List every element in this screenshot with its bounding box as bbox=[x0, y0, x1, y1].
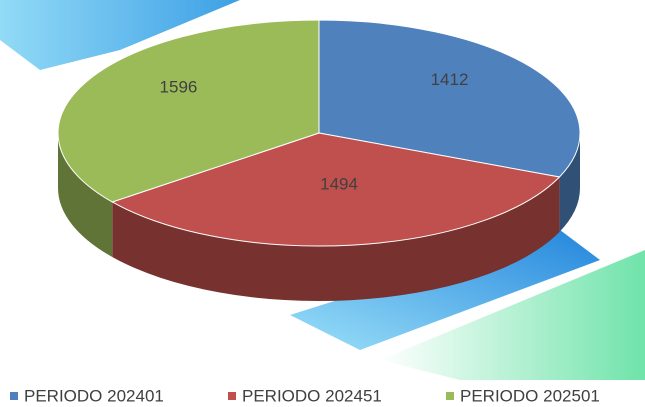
background-decoration bbox=[0, 0, 645, 380]
slice bbox=[111, 132, 561, 247]
legend-marker bbox=[228, 392, 236, 400]
data-label: 1412 bbox=[431, 70, 469, 89]
pie: 1412 1494 1596 bbox=[57, 19, 581, 301]
slice-side bbox=[112, 176, 560, 301]
legend-label: PERIODO 202501 bbox=[460, 386, 600, 405]
legend-label: PERIODO 202401 bbox=[24, 386, 164, 405]
slice bbox=[57, 19, 320, 203]
data-label: 1596 bbox=[160, 78, 198, 97]
slice-side bbox=[58, 133, 113, 257]
legend-marker bbox=[446, 392, 454, 400]
slice bbox=[318, 19, 581, 178]
legend: PERIODO 202401 PERIODO 202451 PERIODO 2025… bbox=[10, 386, 600, 405]
legend-marker bbox=[10, 392, 18, 400]
data-label: 1494 bbox=[320, 175, 358, 194]
slice-side bbox=[559, 133, 580, 232]
legend-label: PERIODO 202451 bbox=[242, 386, 382, 405]
